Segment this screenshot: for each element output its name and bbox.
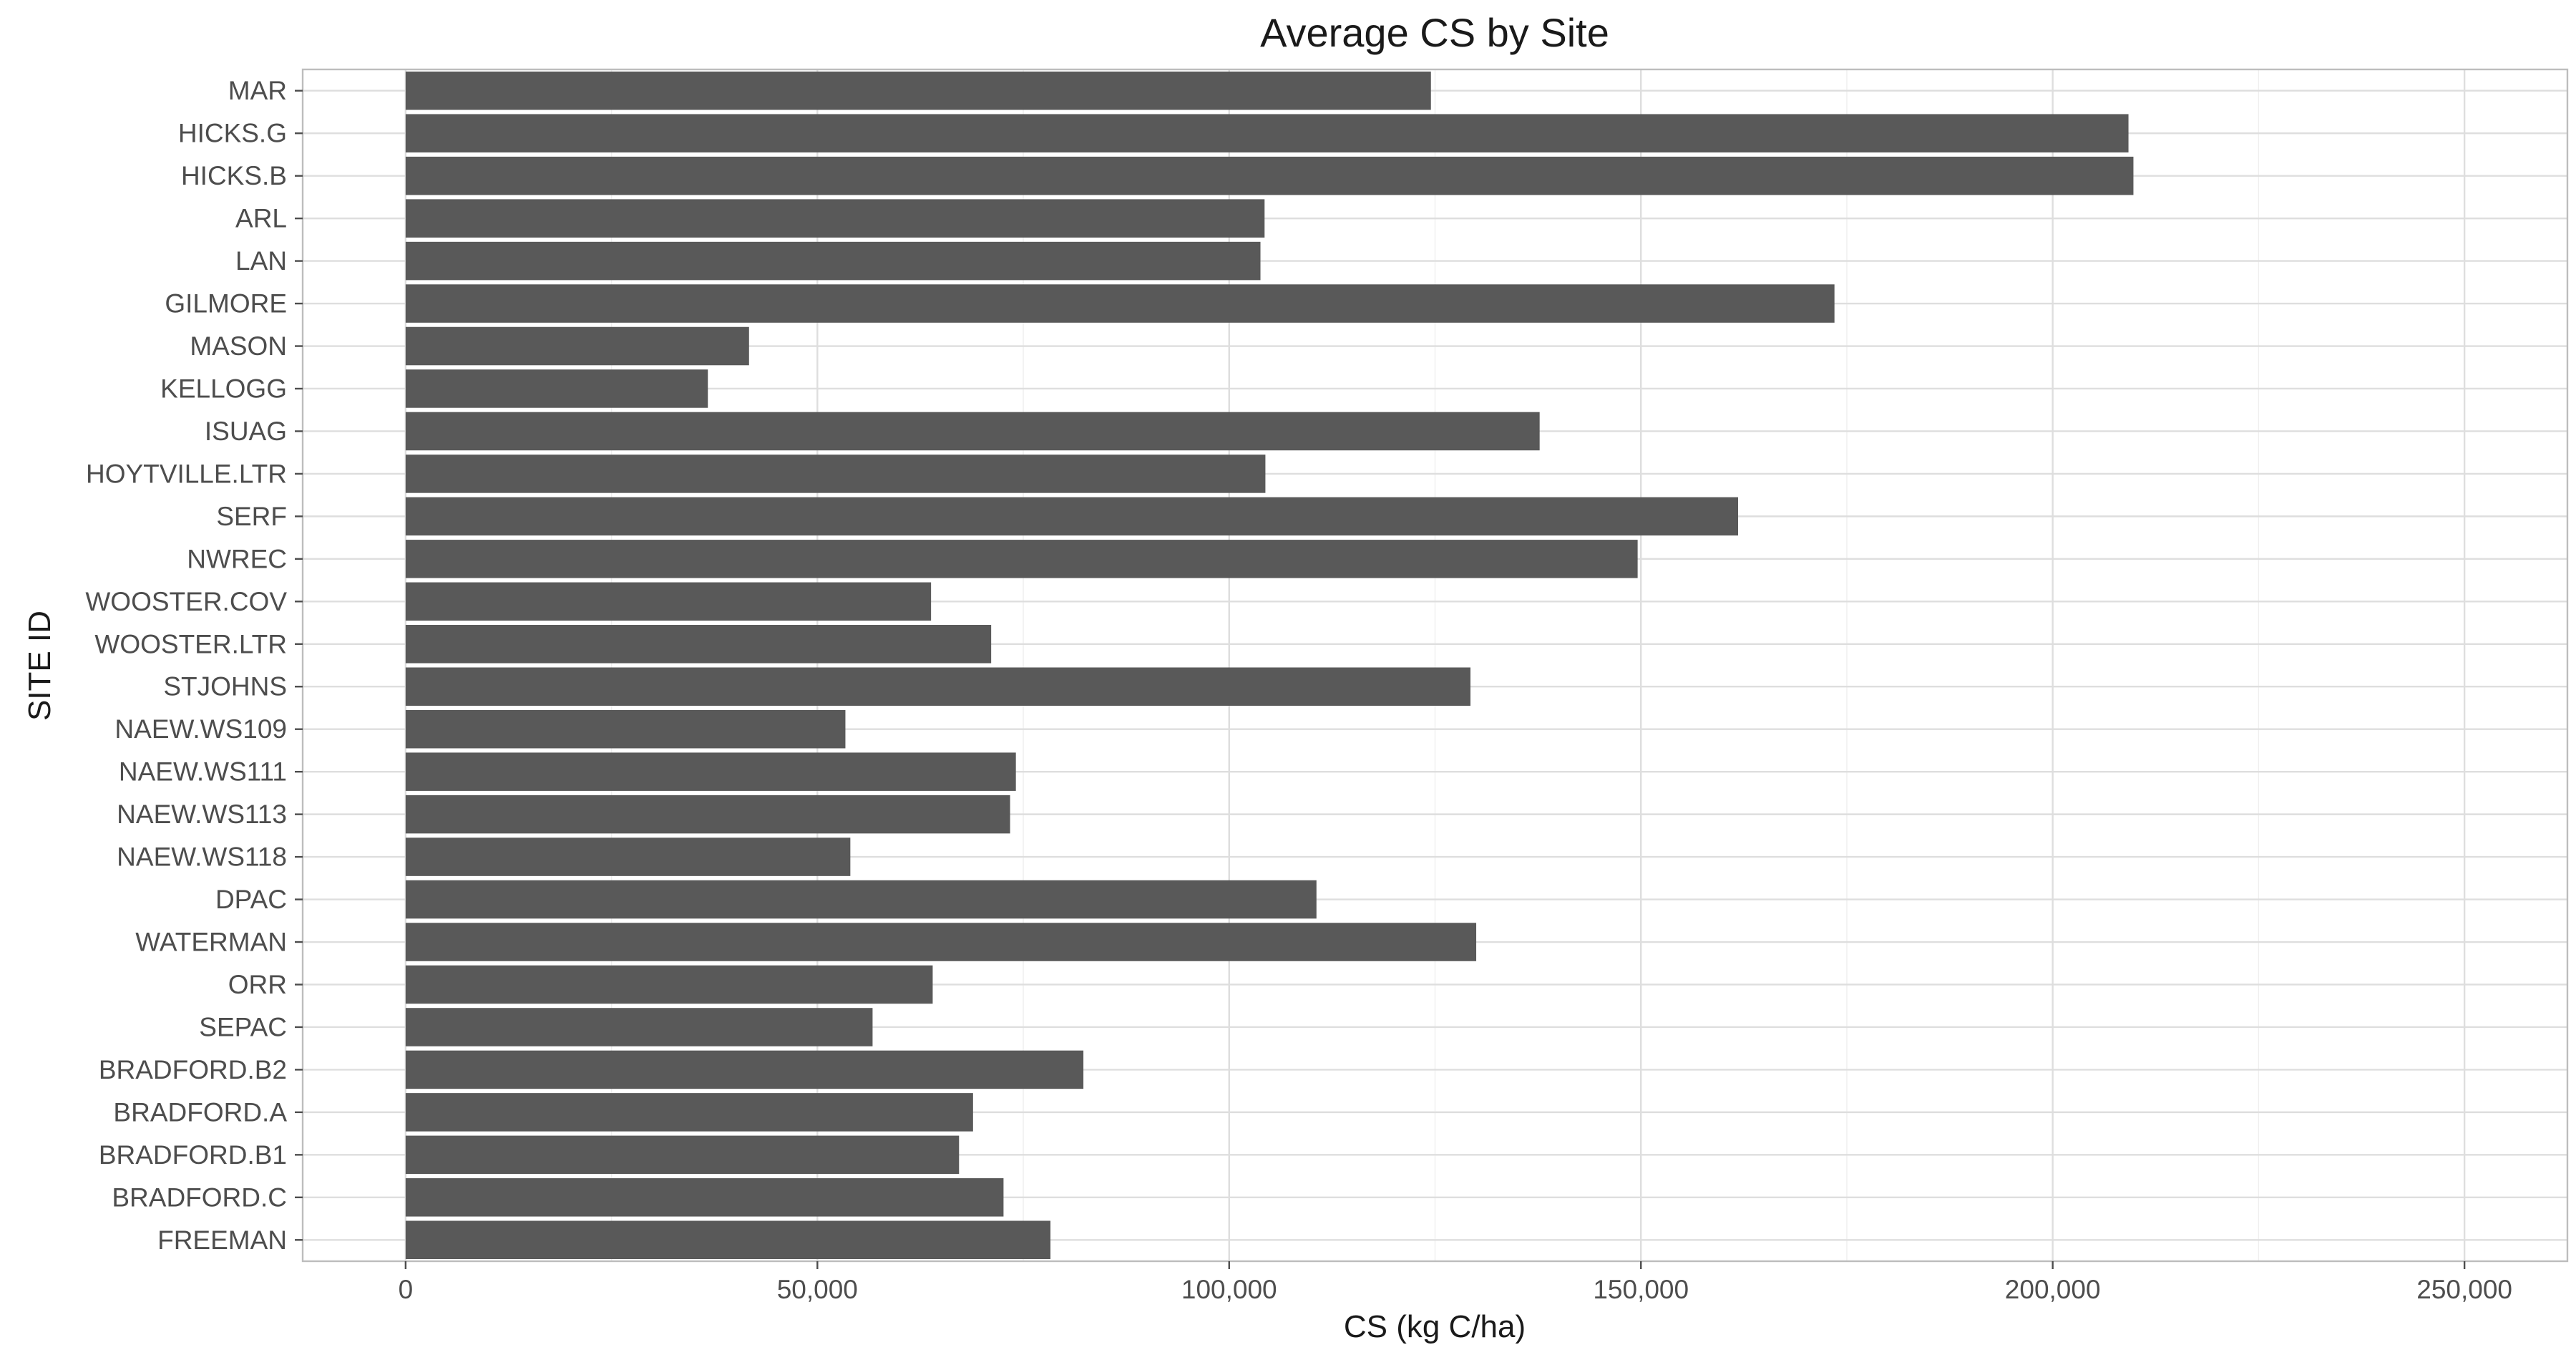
bar — [405, 965, 933, 1004]
x-axis-title: CS (kg C/ha) — [1344, 1309, 1526, 1344]
y-tick-label: HICKS.G — [178, 119, 287, 148]
x-tick-label: 100,000 — [1181, 1275, 1277, 1304]
y-tick-label: ISUAG — [205, 417, 287, 446]
bar — [405, 455, 1266, 493]
y-tick-label: MASON — [190, 331, 287, 361]
y-tick-label: ARL — [235, 204, 287, 233]
x-tick-label: 250,000 — [2416, 1275, 2512, 1304]
bar — [405, 752, 1016, 791]
y-tick-label: GILMORE — [165, 289, 287, 319]
y-tick-label: FREEMAN — [157, 1225, 287, 1255]
y-tick-label: WATERMAN — [135, 928, 287, 957]
bar — [405, 923, 1477, 961]
y-tick-label: STJOHNS — [163, 672, 287, 701]
bar — [405, 412, 1540, 451]
bar — [405, 582, 932, 621]
y-tick-label: ORR — [228, 970, 287, 999]
y-tick-label: HOYTVILLE.LTR — [86, 459, 287, 488]
y-tick-label: NAEW.WS109 — [114, 714, 287, 744]
y-tick-label: NAEW.WS118 — [117, 842, 287, 872]
y-tick-label: BRADFORD.C — [112, 1182, 287, 1212]
y-tick-label: SERF — [216, 502, 287, 531]
x-tick-label: 150,000 — [1593, 1275, 1689, 1304]
x-axis: 0 50,000 100,000 150,000 200,000 250,000 — [399, 1261, 2512, 1304]
y-tick-label: NAEW.WS111 — [119, 757, 287, 787]
bar — [405, 199, 1265, 238]
y-tick-label: SEPAC — [199, 1012, 287, 1041]
bar — [405, 709, 846, 749]
y-tick-label: WOOSTER.LTR — [94, 629, 287, 659]
y-tick-label: NAEW.WS113 — [117, 800, 287, 829]
y-tick-label: MAR — [228, 76, 287, 105]
x-tick-label: 50,000 — [777, 1275, 858, 1304]
bar — [405, 241, 1261, 281]
bar — [405, 369, 708, 408]
bar — [405, 326, 749, 366]
bar — [405, 284, 1835, 323]
x-tick-label: 200,000 — [2005, 1275, 2101, 1304]
y-axis: MAR HICKS.G HICKS.B ARL LAN GILMORE MASON KELLO… — [85, 76, 303, 1255]
bar — [405, 880, 1317, 919]
bar — [405, 1178, 1004, 1217]
y-tick-label: LAN — [235, 246, 287, 276]
bar — [405, 71, 1431, 110]
bar — [405, 1135, 960, 1175]
y-axis-title: SITE ID — [22, 611, 57, 721]
y-tick-label: DPAC — [215, 885, 287, 914]
y-tick-label: BRADFORD.B2 — [99, 1055, 287, 1084]
bar — [405, 1050, 1084, 1089]
y-tick-label: WOOSTER.COV — [85, 587, 287, 616]
y-tick-label: NWREC — [187, 544, 287, 573]
bar — [405, 667, 1470, 706]
y-tick-label: BRADFORD.B1 — [99, 1140, 287, 1170]
y-tick-label: HICKS.B — [181, 161, 287, 190]
bar — [405, 156, 2134, 195]
chart-title: Average CS by Site — [1260, 10, 1609, 55]
plot-panel — [301, 68, 2569, 1263]
bar — [405, 1008, 873, 1046]
bar — [405, 1220, 1051, 1260]
bar — [405, 1093, 973, 1132]
bar — [405, 795, 1010, 834]
bar — [405, 497, 1739, 536]
y-tick-label: BRADFORD.A — [113, 1097, 287, 1127]
bar — [405, 114, 2129, 152]
bar — [405, 625, 992, 664]
bars — [405, 71, 2134, 1260]
x-tick-label: 0 — [399, 1275, 414, 1304]
bar — [405, 540, 1638, 578]
bar — [405, 837, 851, 876]
y-tick-label: KELLOGG — [160, 374, 287, 403]
